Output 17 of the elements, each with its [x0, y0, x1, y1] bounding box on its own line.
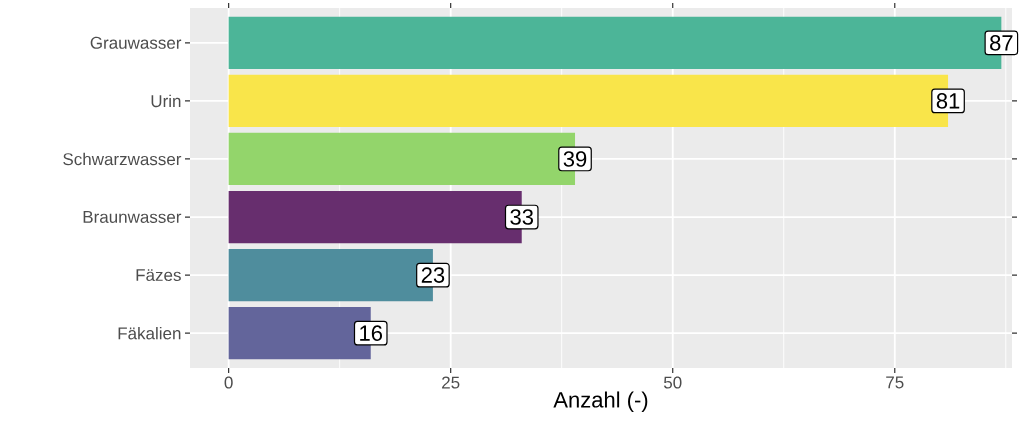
x-tick-label: 0 [224, 376, 233, 389]
y-tick-label: Schwarzwasser [63, 152, 182, 166]
data-label: 87 [990, 35, 1013, 51]
y-tick-label: Fäzes [136, 269, 181, 282]
data-label: 33 [510, 209, 534, 225]
x-tick-label: 25 [442, 376, 460, 389]
y-tick-label: Grauwasser [90, 36, 182, 49]
data-label: 16 [360, 325, 383, 341]
data-label: 39 [563, 151, 587, 167]
x-tick-label: 75 [886, 376, 904, 389]
x-tick-label: 50 [663, 376, 682, 389]
y-tick-label: Braunwasser [83, 211, 182, 223]
y-tick-label: Fäkalien [118, 326, 181, 340]
y-tick-label: Urin [151, 94, 181, 108]
x-axis-title: Anzahl (-) [553, 391, 648, 412]
data-label: 23 [421, 267, 445, 283]
data-label: 81 [936, 93, 960, 109]
